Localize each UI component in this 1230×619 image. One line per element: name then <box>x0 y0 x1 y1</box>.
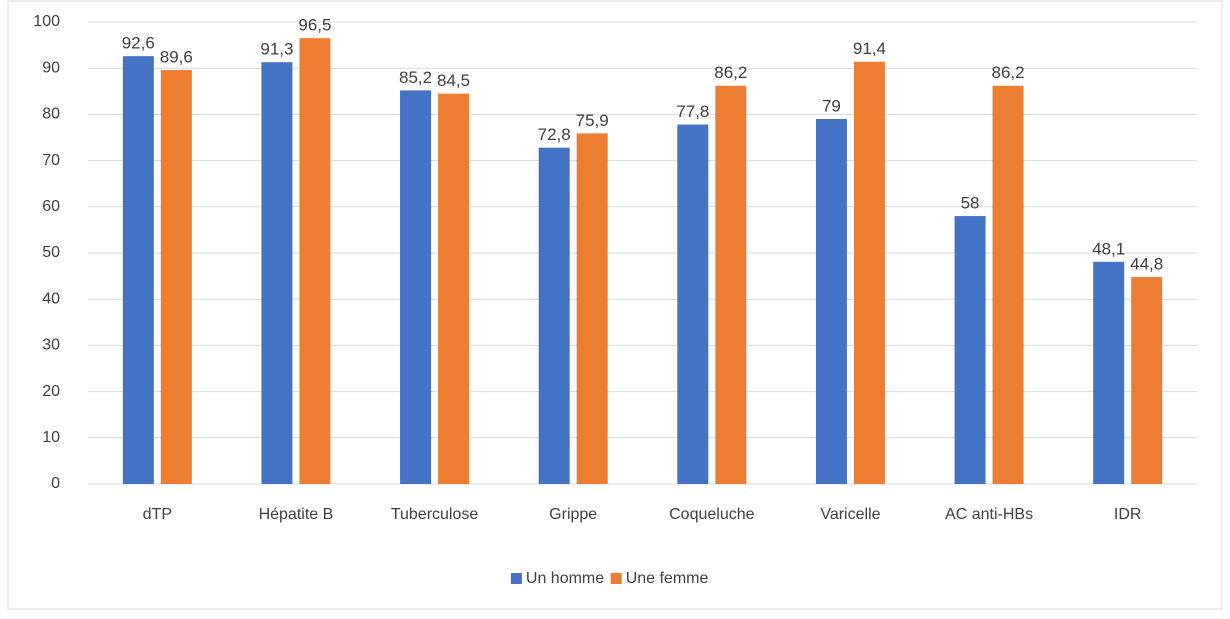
x-tick-label: dTP <box>143 506 172 523</box>
legend-swatch <box>510 573 522 584</box>
bar <box>400 90 432 484</box>
bar <box>438 93 470 485</box>
x-tick-label: Varicelle <box>820 506 880 523</box>
y-tick-label: 50 <box>42 244 60 261</box>
value-label: 79 <box>822 97 841 116</box>
value-label: 84,5 <box>437 71 470 90</box>
bar <box>715 85 747 485</box>
value-label: 77,8 <box>676 102 709 121</box>
bar <box>954 216 986 485</box>
y-tick-label: 90 <box>42 59 60 76</box>
x-tick-label: Tuberculose <box>391 506 479 523</box>
value-label: 89,6 <box>160 48 193 67</box>
bar <box>122 56 154 485</box>
value-label: 92,6 <box>122 34 155 53</box>
value-label: 91,3 <box>260 40 293 59</box>
bar <box>538 147 570 484</box>
value-label: 72,8 <box>538 125 571 144</box>
value-label: 48,1 <box>1092 239 1125 258</box>
value-label: 75,9 <box>576 111 609 130</box>
value-label: 85,2 <box>399 68 432 87</box>
bar <box>1093 261 1125 484</box>
x-tick-label: AC anti-HBs <box>945 506 1033 523</box>
bar <box>853 61 885 485</box>
x-tick-label: Grippe <box>549 506 597 523</box>
value-label: 86,2 <box>714 63 747 82</box>
y-tick-label: 70 <box>42 152 60 169</box>
bar <box>992 85 1024 485</box>
y-tick-label: 20 <box>42 383 60 400</box>
bar <box>677 124 709 485</box>
bar <box>1131 277 1163 484</box>
value-label: 96,5 <box>298 16 331 35</box>
value-label: 86,2 <box>992 63 1025 82</box>
bar <box>160 70 192 484</box>
bar <box>261 62 293 484</box>
y-tick-label: 60 <box>42 198 60 215</box>
y-tick-label: 0 <box>51 475 60 492</box>
legend-label: Un homme <box>526 570 604 587</box>
legend-swatch <box>610 573 622 584</box>
bar <box>576 133 608 485</box>
x-tick-label: Hépatite B <box>259 506 334 523</box>
bar <box>815 119 847 485</box>
y-tick-label: 100 <box>33 13 60 30</box>
x-tick-label: Coqueluche <box>669 506 755 523</box>
value-label: 58 <box>961 194 980 213</box>
y-tick-label: 40 <box>42 290 60 307</box>
y-tick-label: 10 <box>42 429 60 446</box>
value-label: 44,8 <box>1130 255 1163 274</box>
bar <box>299 38 331 485</box>
y-tick-label: 80 <box>42 106 60 123</box>
y-tick-label: 30 <box>42 337 60 354</box>
value-label: 91,4 <box>853 39 886 58</box>
x-tick-label: IDR <box>1114 506 1142 523</box>
legend-label: Une femme <box>626 570 709 587</box>
